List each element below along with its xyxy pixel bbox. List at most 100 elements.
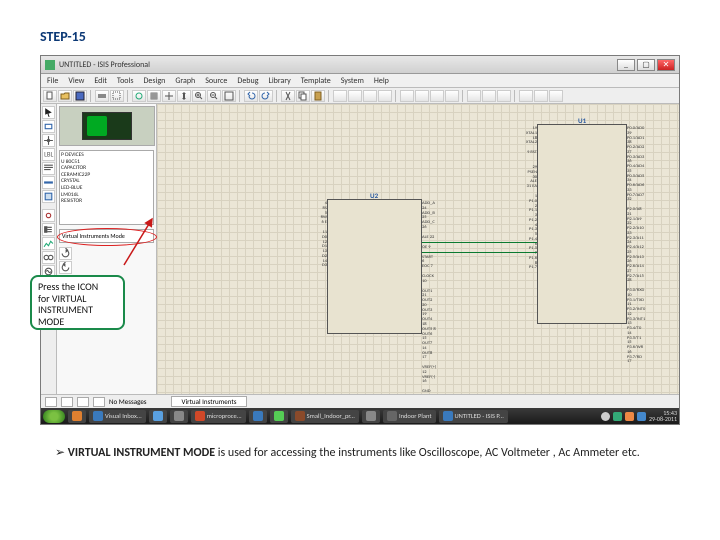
tape-recorder-icon[interactable] xyxy=(42,251,55,264)
text-script-icon[interactable] xyxy=(42,162,55,175)
taskbar-item[interactable]: UNTITLED - ISIS P... xyxy=(439,410,508,423)
tb-zoom-out-icon[interactable] xyxy=(207,90,221,102)
tb-erc-icon[interactable] xyxy=(519,90,533,102)
tb-blockcopy-icon[interactable] xyxy=(333,90,347,102)
taskbar-label: UNTITLED - ISIS P... xyxy=(455,412,504,420)
tb-copy-icon[interactable] xyxy=(296,90,310,102)
taskbar-item[interactable] xyxy=(68,410,86,423)
list-item[interactable]: LED-BLUE xyxy=(61,185,152,192)
system-tray: 15:43 29-08-2011 xyxy=(601,410,677,422)
minimize-button[interactable]: _ xyxy=(617,59,635,71)
list-item[interactable]: P DEVICES xyxy=(61,152,152,159)
tb-refresh-icon[interactable] xyxy=(132,90,146,102)
tb-zoom-all-icon[interactable] xyxy=(222,90,236,102)
tb-origin-icon[interactable] xyxy=(162,90,176,102)
tb-zoom-in-icon[interactable] xyxy=(192,90,206,102)
tb-wire-autoroute-icon[interactable] xyxy=(467,90,481,102)
schematic-canvas[interactable]: U1 19 XTAL118 XTAL2 9 RST 29 PSEN30 ALE3… xyxy=(157,104,679,394)
tb-pan-icon[interactable] xyxy=(177,90,191,102)
taskbar-item[interactable] xyxy=(362,410,380,423)
pin-label: P2.2/A10 23 xyxy=(627,227,645,236)
terminals-mode-icon[interactable] xyxy=(42,209,55,222)
device-list[interactable]: P DEVICES U 80C51 CAPACITOR CERAMIC22P C… xyxy=(59,150,154,225)
tb-blockdel-icon[interactable] xyxy=(378,90,392,102)
selection-mode-icon[interactable] xyxy=(42,106,55,119)
taskbar-item[interactable] xyxy=(249,410,267,423)
taskbar-item[interactable] xyxy=(170,410,188,423)
rotate-cw-icon[interactable] xyxy=(59,247,72,260)
menu-library[interactable]: Library xyxy=(266,76,292,86)
menu-edit[interactable]: Edit xyxy=(92,76,109,86)
list-item[interactable]: U 80C51 xyxy=(61,159,152,166)
chip-u1[interactable]: U1 19 XTAL118 XTAL2 9 RST 29 PSEN30 ALE3… xyxy=(537,124,627,324)
tb-new-icon[interactable] xyxy=(43,90,57,102)
maximize-button[interactable]: ▢ xyxy=(637,59,655,71)
tb-pack-icon[interactable] xyxy=(430,90,444,102)
menu-view[interactable]: View xyxy=(66,76,86,86)
subcircuit-icon[interactable] xyxy=(42,190,55,203)
tb-blockrotate-icon[interactable] xyxy=(363,90,377,102)
footer-bold: VIRTUAL INSTRUMENT MODE xyxy=(68,446,215,460)
tb-blockmove-icon[interactable] xyxy=(348,90,362,102)
pause-button[interactable] xyxy=(77,397,89,407)
pin-label: OUT8 17 xyxy=(422,352,436,361)
tb-print-icon[interactable] xyxy=(95,90,109,102)
tb-save-icon[interactable] xyxy=(73,90,87,102)
tb-redo-icon[interactable] xyxy=(259,90,273,102)
tb-paste-icon[interactable] xyxy=(311,90,325,102)
tb-make-icon[interactable] xyxy=(415,90,429,102)
tb-ares-icon[interactable] xyxy=(549,90,563,102)
menu-debug[interactable]: Debug xyxy=(235,76,260,86)
junction-mode-icon[interactable] xyxy=(42,134,55,147)
start-button[interactable] xyxy=(43,410,65,423)
tb-search-icon[interactable] xyxy=(482,90,496,102)
list-item[interactable]: CRYSTAL xyxy=(61,178,152,185)
tb-decomp-icon[interactable] xyxy=(445,90,459,102)
tray-icon[interactable] xyxy=(601,412,610,421)
menu-file[interactable]: File xyxy=(45,76,60,86)
list-item[interactable]: LM016L xyxy=(61,192,152,199)
tb-undo-icon[interactable] xyxy=(244,90,258,102)
menu-design[interactable]: Design xyxy=(141,76,167,86)
taskbar-item[interactable]: microproce... xyxy=(191,410,246,423)
tray-icon[interactable] xyxy=(613,412,622,421)
taskbar-item[interactable] xyxy=(149,410,167,423)
list-item[interactable]: CERAMIC22P xyxy=(61,172,152,179)
taskbar-app-icon xyxy=(153,411,163,421)
pin-label: P0.4/AD4 35 xyxy=(627,165,645,174)
tb-cut-icon[interactable] xyxy=(281,90,295,102)
tb-grid-icon[interactable] xyxy=(147,90,161,102)
wire-label-icon[interactable]: LBL xyxy=(42,148,55,161)
stop-button[interactable] xyxy=(93,397,105,407)
menu-template[interactable]: Template xyxy=(299,76,333,86)
pin-label xyxy=(321,299,327,304)
graph-mode-icon[interactable] xyxy=(42,237,55,250)
close-button[interactable]: ✕ xyxy=(657,59,675,71)
menu-source[interactable]: Source xyxy=(203,76,229,86)
menu-help[interactable]: Help xyxy=(372,76,391,86)
play-button[interactable] xyxy=(45,397,57,407)
tb-pick-icon[interactable] xyxy=(400,90,414,102)
taskbar-item[interactable]: Indoor Plant xyxy=(383,410,436,423)
taskbar-item[interactable]: Small_Indoor_pr... xyxy=(291,410,359,423)
tray-icon[interactable] xyxy=(637,412,646,421)
component-mode-icon[interactable] xyxy=(42,120,55,133)
list-item[interactable]: RESISTOR xyxy=(61,198,152,205)
tb-netlist-icon[interactable] xyxy=(534,90,548,102)
menu-graph[interactable]: Graph xyxy=(173,76,197,86)
rotate-ccw-icon[interactable] xyxy=(59,261,72,274)
tb-zoom-area-icon[interactable] xyxy=(110,90,124,102)
taskbar-item[interactable]: Visual Inbox... xyxy=(89,410,146,423)
tb-open-icon[interactable] xyxy=(58,90,72,102)
device-pins-icon[interactable] xyxy=(42,223,55,236)
chip-u2[interactable]: U2 4 RS5 RW6 E 11 D012 D113 D214 D3 ADD_… xyxy=(327,199,422,334)
menu-system[interactable]: System xyxy=(339,76,366,86)
bus-mode-icon[interactable] xyxy=(42,176,55,189)
step-button[interactable] xyxy=(61,397,73,407)
taskbar-item[interactable] xyxy=(270,410,288,423)
tb-propassign-icon[interactable] xyxy=(497,90,511,102)
tray-icon[interactable] xyxy=(625,412,634,421)
taskbar-app-icon xyxy=(195,411,205,421)
menu-tools[interactable]: Tools xyxy=(115,76,136,86)
list-item[interactable]: CAPACITOR xyxy=(61,165,152,172)
